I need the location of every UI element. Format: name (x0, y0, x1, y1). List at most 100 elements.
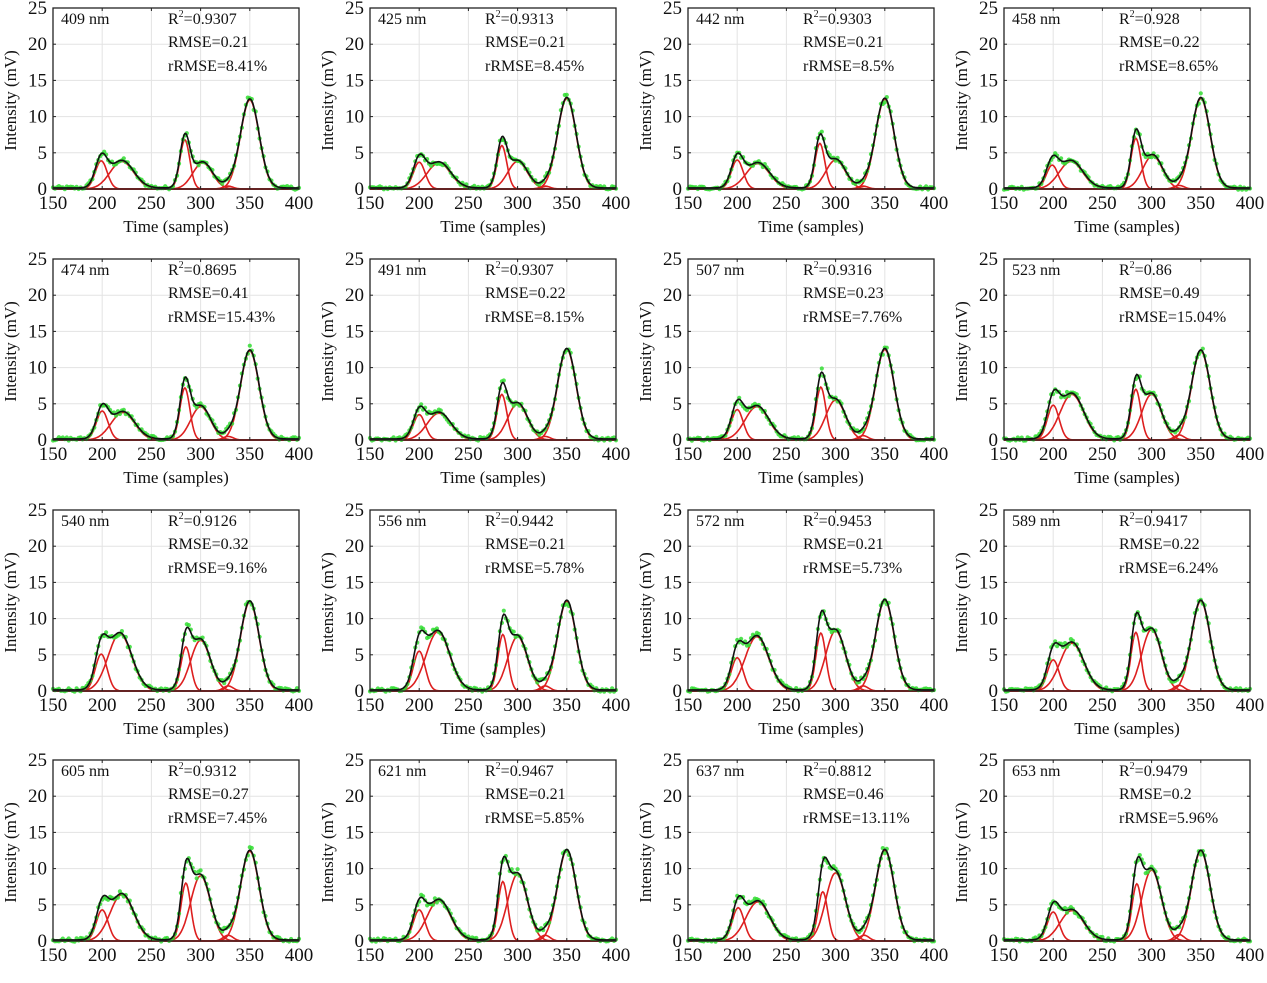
x-tick-label: 200 (1039, 193, 1068, 214)
x-tick-label: 250 (137, 193, 166, 214)
y-tick-label: 10 (345, 358, 364, 379)
y-tick-label: 5 (38, 645, 48, 666)
plot-area (688, 8, 934, 189)
fit-sum-curve (370, 848, 616, 941)
axes-box (1003, 759, 1251, 942)
r2-annotation: R2=0.9417 (1119, 511, 1188, 530)
rmse-annotation: RMSE=0.21 (803, 536, 884, 553)
y-tick-label: 20 (979, 34, 998, 55)
subplot-425-nm: 150 200 250 300 350 400 0 5 10 15 20 25 Time (sample… (318, 0, 630, 236)
x-tick-label: 300 (186, 193, 215, 214)
wavelength-label: 605 nm (61, 763, 110, 780)
y-tick-label: 20 (345, 34, 364, 55)
y-tick-label: 10 (345, 107, 364, 128)
x-tick-label: 300 (1137, 193, 1166, 214)
y-tick-label: 25 (663, 249, 682, 270)
fit-sum-curve (370, 96, 616, 189)
x-tick-label: 150 (990, 444, 1019, 465)
y-tick-label: 15 (345, 321, 364, 342)
y-axis-label: Intensity (mV) (636, 802, 655, 903)
plot-area (1004, 510, 1250, 691)
y-tick-label: 15 (663, 321, 682, 342)
x-tick-label: 300 (1137, 695, 1166, 716)
x-tick-label: 250 (137, 444, 166, 465)
rmse-annotation: RMSE=0.41 (168, 285, 249, 302)
y-tick-label: 0 (989, 430, 999, 451)
y-tick-label: 20 (663, 786, 682, 807)
y-tick-label: 10 (345, 609, 364, 630)
y-tick-label: 5 (989, 645, 999, 666)
axes-box (369, 759, 617, 942)
x-tick-label: 400 (1236, 193, 1265, 214)
x-tick-label: 350 (236, 444, 265, 465)
y-tick-label: 10 (663, 859, 682, 880)
subplot-540-nm: 150 200 250 300 350 400 0 5 10 15 20 25 Time (sample… (1, 500, 313, 738)
wavelength-label: 621 nm (378, 763, 427, 780)
data-point (1064, 910, 1070, 915)
x-tick-label: 350 (236, 695, 265, 716)
plot-area (370, 510, 616, 691)
x-tick-label: 150 (356, 695, 385, 716)
rmse-annotation: RMSE=0.2 (1119, 786, 1192, 803)
y-tick-label: 15 (28, 822, 47, 843)
rmse-annotation: RMSE=0.22 (1119, 536, 1200, 553)
y-tick-label: 20 (28, 536, 47, 557)
rmse-annotation: RMSE=0.49 (1119, 285, 1200, 302)
rmse-annotation: RMSE=0.23 (803, 285, 884, 302)
plot-area (370, 259, 616, 440)
rmse-annotation: RMSE=0.21 (803, 34, 884, 51)
y-tick-label: 10 (663, 107, 682, 128)
y-tick-label: 20 (979, 786, 998, 807)
x-tick-label: 150 (356, 444, 385, 465)
y-tick-label: 5 (989, 394, 999, 415)
y-tick-label: 0 (673, 931, 683, 952)
data-point (515, 867, 520, 872)
y-tick-label: 25 (345, 750, 364, 771)
x-tick-label: 250 (772, 193, 801, 214)
x-tick-label: 300 (821, 444, 850, 465)
data-point (196, 163, 201, 168)
y-tick-label: 20 (663, 34, 682, 55)
rrmse-annotation: rRMSE=7.76% (803, 309, 902, 326)
x-tick-label: 200 (723, 193, 752, 214)
y-tick-label: 5 (989, 143, 999, 164)
rrmse-annotation: rRMSE=7.45% (168, 810, 267, 827)
x-tick-label: 400 (602, 444, 631, 465)
x-tick-label: 250 (772, 695, 801, 716)
wavelength-label: 572 nm (696, 513, 745, 530)
x-tick-label: 400 (285, 945, 314, 966)
y-tick-label: 5 (673, 143, 683, 164)
y-tick-label: 0 (673, 430, 683, 451)
data-point (882, 851, 887, 856)
y-axis-label: Intensity (mV) (1, 552, 20, 653)
y-tick-label: 15 (663, 822, 682, 843)
data-point (430, 902, 436, 907)
y-tick-label: 20 (345, 536, 364, 557)
x-tick-label: 250 (1088, 695, 1117, 716)
y-tick-label: 20 (345, 786, 364, 807)
axes-box (52, 258, 300, 441)
y-tick-label: 25 (345, 0, 364, 19)
plot-area (688, 760, 934, 941)
rmse-annotation: RMSE=0.46 (803, 786, 884, 803)
x-tick-label: 250 (772, 945, 801, 966)
x-tick-label: 250 (454, 444, 483, 465)
y-tick-label: 5 (673, 895, 683, 916)
x-tick-label: 150 (674, 945, 703, 966)
wavelength-label: 507 nm (696, 262, 745, 279)
y-axis-label: Intensity (mV) (636, 552, 655, 653)
rmse-annotation: RMSE=0.27 (168, 786, 249, 803)
subplot-572-nm: 150 200 250 300 350 400 0 5 10 15 20 25 Time (sample… (636, 500, 948, 738)
y-tick-label: 10 (979, 358, 998, 379)
x-tick-label: 250 (454, 945, 483, 966)
fit-sum-curve (688, 97, 934, 189)
plot-area (1004, 259, 1250, 440)
y-tick-label: 15 (28, 321, 47, 342)
data-point (434, 900, 439, 905)
x-tick-label: 350 (1187, 945, 1216, 966)
y-tick-label: 0 (989, 179, 999, 200)
x-tick-label: 200 (405, 193, 434, 214)
y-tick-label: 0 (673, 681, 683, 702)
x-tick-label: 300 (1137, 444, 1166, 465)
y-axis-label: Intensity (mV) (1, 301, 20, 402)
